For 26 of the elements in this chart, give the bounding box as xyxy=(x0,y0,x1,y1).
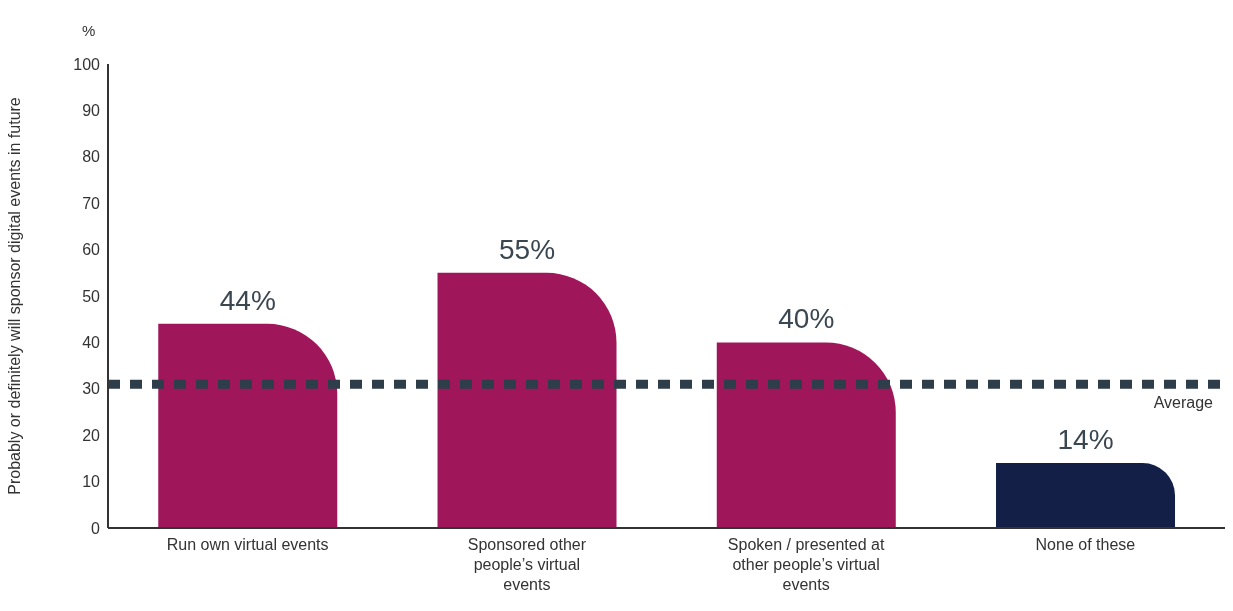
y-tick-label: 10 xyxy=(82,473,101,491)
bar xyxy=(158,323,338,528)
data-label: 44% xyxy=(219,284,276,316)
bar xyxy=(437,272,617,528)
bar xyxy=(996,463,1176,528)
y-axis-title: Probably or definitely will sponsor digital events in future xyxy=(5,97,23,495)
x-tick-label: None of these xyxy=(1035,536,1136,553)
ref-line-label: Average xyxy=(1153,393,1214,411)
y-tick-label: 40 xyxy=(82,334,101,352)
y-tick-label: 20 xyxy=(82,426,101,444)
y-tick-label: 70 xyxy=(82,194,101,212)
y-tick-label: 60 xyxy=(82,241,101,259)
x-tick-label: Sponsored other people’s virtual events xyxy=(467,536,587,593)
data-label: 40% xyxy=(778,303,835,335)
y-tick-label: 80 xyxy=(82,148,101,166)
x-tick-label: Run own virtual events xyxy=(166,536,329,553)
y-tick-label: 90 xyxy=(82,102,101,120)
y-tick-label: 100 xyxy=(73,55,101,73)
y-tick-label: 50 xyxy=(82,287,101,305)
data-label: 55% xyxy=(498,233,556,265)
y-tick-label: 0 xyxy=(91,519,101,537)
data-label: 14% xyxy=(1057,424,1114,456)
text: % xyxy=(82,22,96,39)
y-tick-label: 30 xyxy=(82,380,101,398)
bar xyxy=(716,342,896,528)
x-tick-label: Spoken / presented at other people’s virtual events xyxy=(727,536,885,593)
